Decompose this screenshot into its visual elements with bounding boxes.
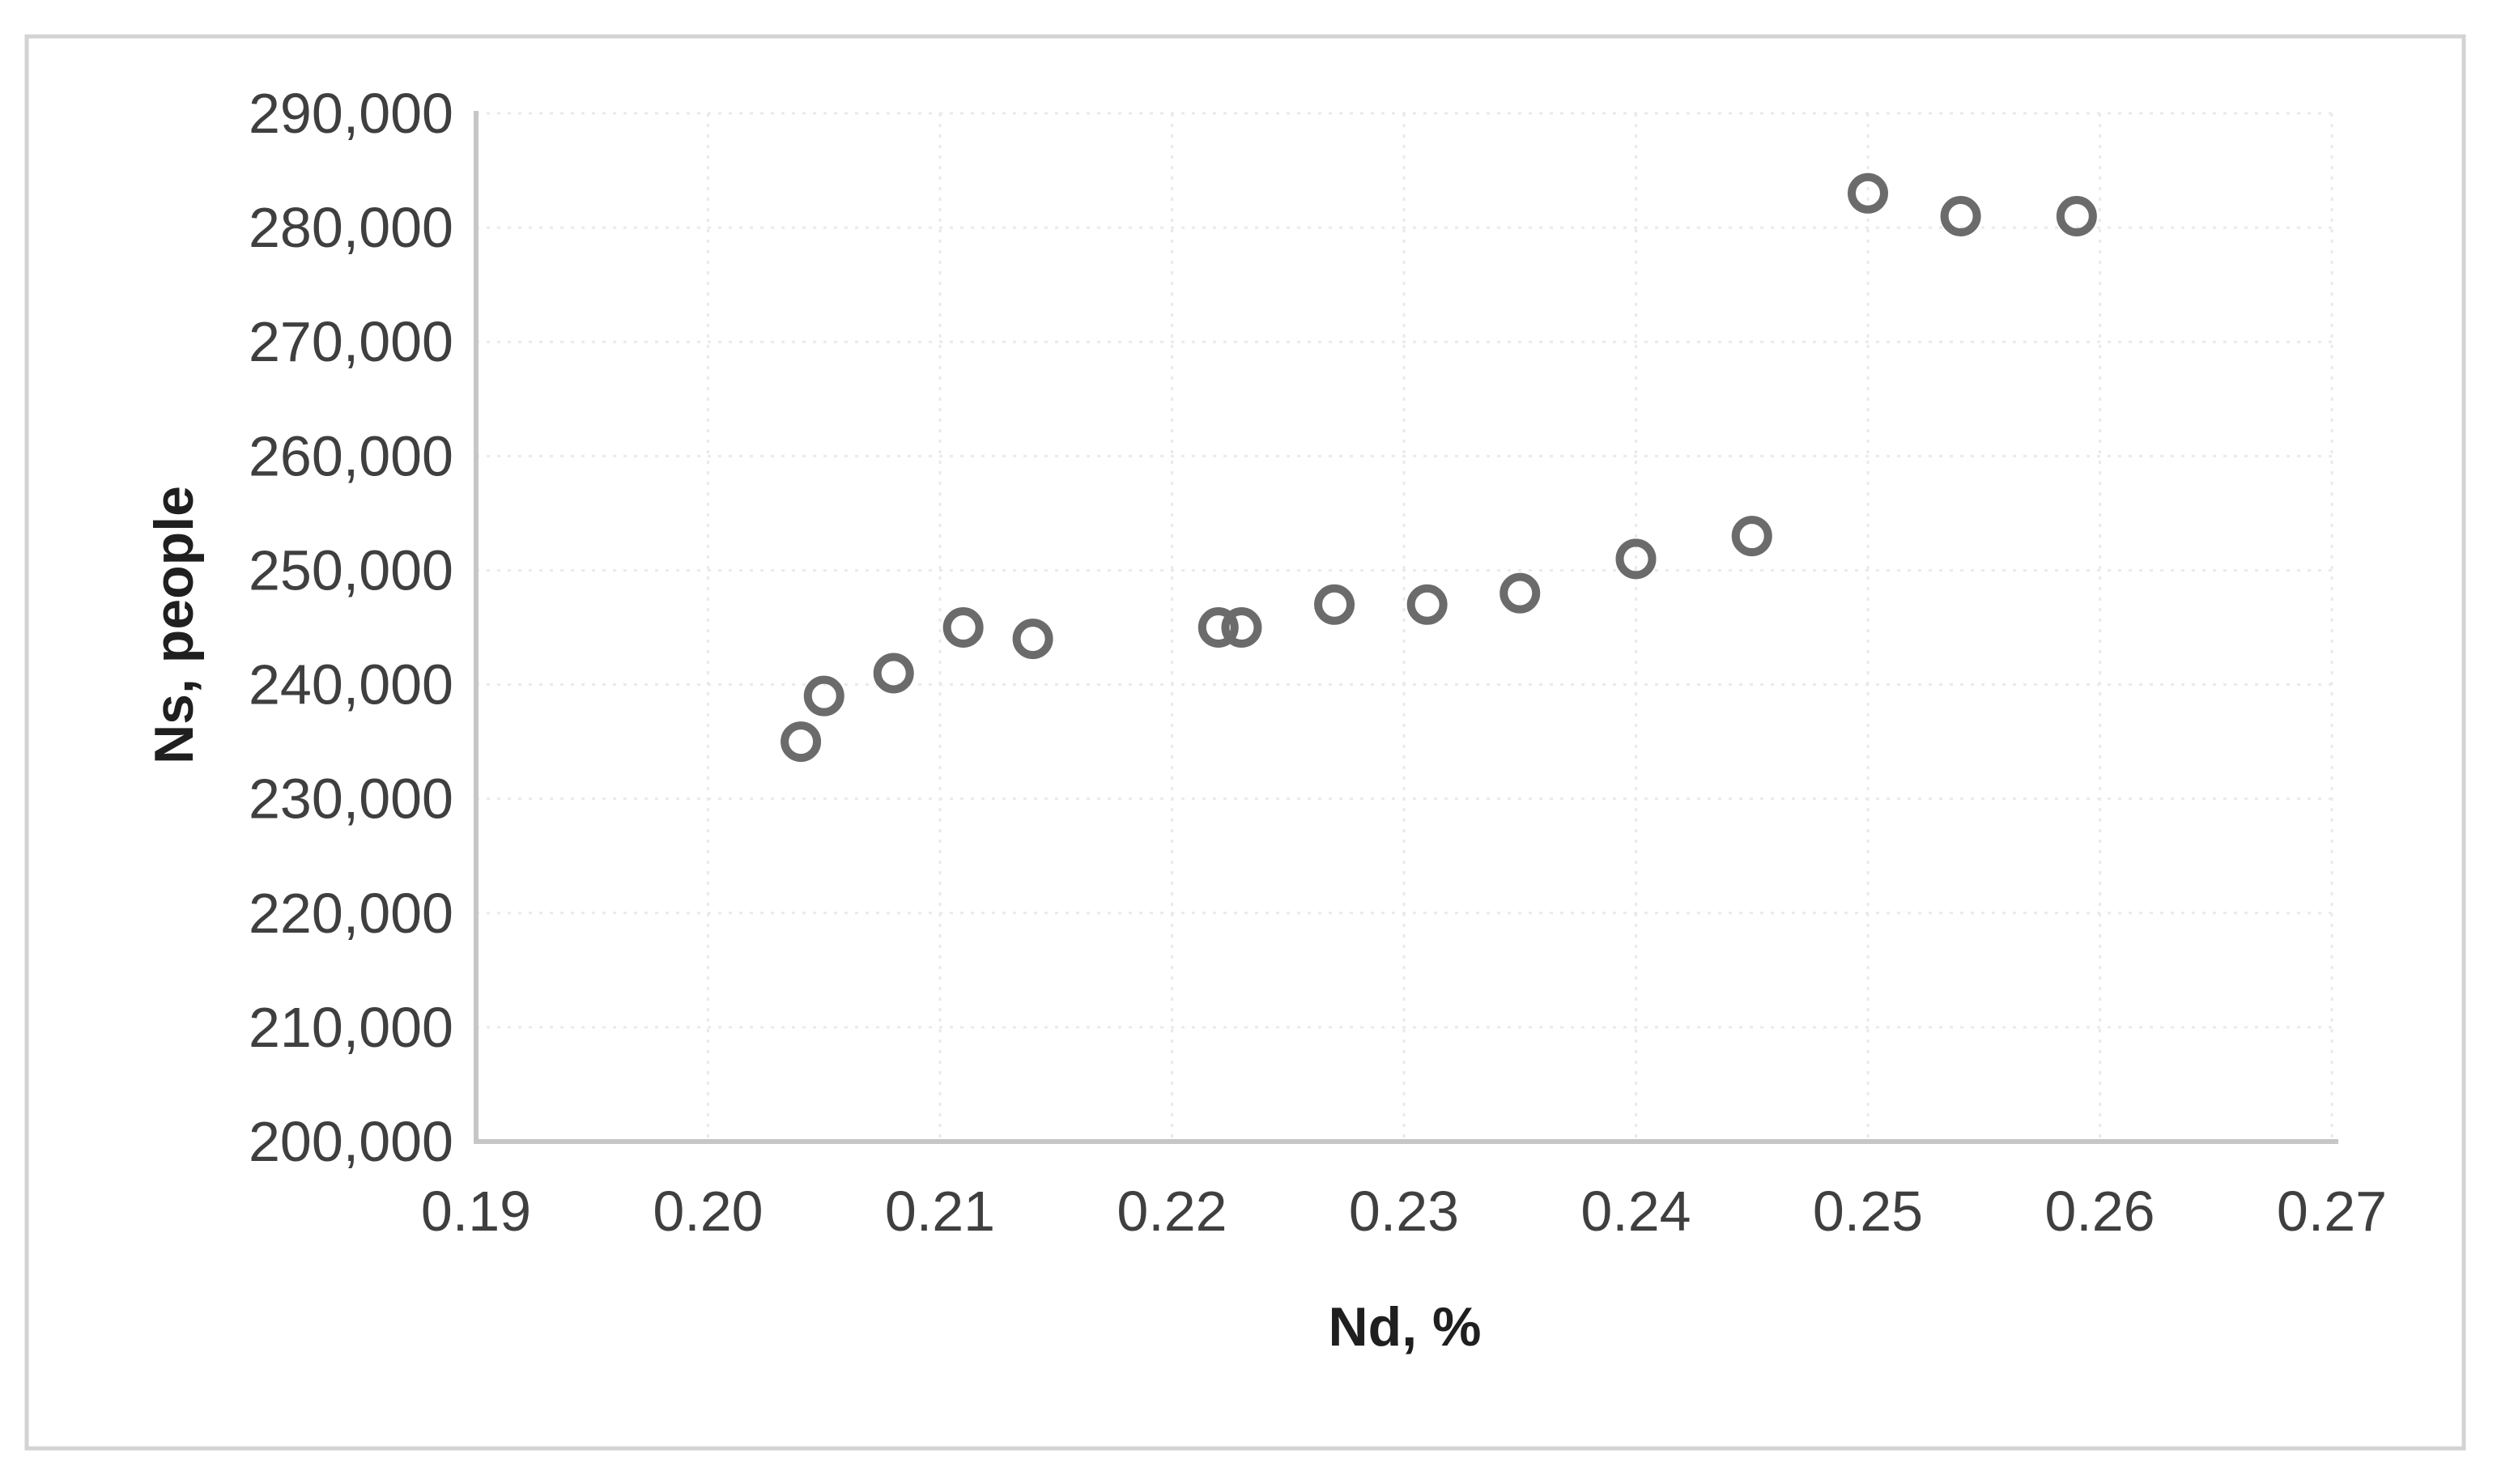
y-tick-label: 220,000 [249,882,453,945]
x-tick-label: 0.24 [1580,1180,1691,1243]
x-tick-label: 0.26 [2044,1180,2155,1243]
data-point [803,675,844,716]
y-tick-label: 230,000 [249,768,453,831]
gridlines [476,112,2333,1142]
data-point [1012,619,1053,660]
data-point [1940,196,1981,236]
data-point [2056,196,2097,236]
y-tick-label: 240,000 [249,653,453,716]
x-axis-tick-labels: 0.19 0.20 0.21 0.22 0.23 0.24 0.25 0.26 0.27 [421,1180,2387,1243]
y-tick-label: 290,000 [249,82,453,145]
data-point [1499,572,1541,614]
data-point [873,653,914,694]
y-tick-label: 250,000 [249,538,453,602]
y-axis-title: Ns, people [143,486,205,764]
y-tick-label: 210,000 [249,996,453,1059]
y-tick-label: 270,000 [249,310,453,373]
data-point-series [781,172,2097,763]
figure-frame [24,34,2466,1451]
data-point [1406,584,1448,625]
data-point [1731,516,1772,557]
x-tick-label: 0.25 [1813,1180,1923,1243]
x-tick-label: 0.22 [1117,1180,1227,1243]
y-tick-label: 200,000 [249,1110,453,1173]
data-point [781,721,822,763]
data-point [942,607,984,648]
x-axis-title: Nd, % [1329,1296,1482,1358]
data-point [1615,538,1657,580]
x-tick-label: 0.21 [885,1180,995,1243]
data-point [1197,607,1239,648]
x-tick-label: 0.27 [2277,1180,2387,1243]
y-tick-label: 260,000 [249,424,453,487]
x-tick-label: 0.19 [421,1180,531,1243]
data-point [1314,584,1355,625]
data-point [1848,172,1888,214]
y-tick-label: 280,000 [249,196,453,259]
x-tick-label: 0.23 [1349,1180,1459,1243]
y-axis-tick-labels: 200,000 210,000 220,000 230,000 240,000 250,0… [249,82,453,1173]
x-tick-label: 0.20 [653,1180,763,1243]
data-point [1221,607,1262,648]
